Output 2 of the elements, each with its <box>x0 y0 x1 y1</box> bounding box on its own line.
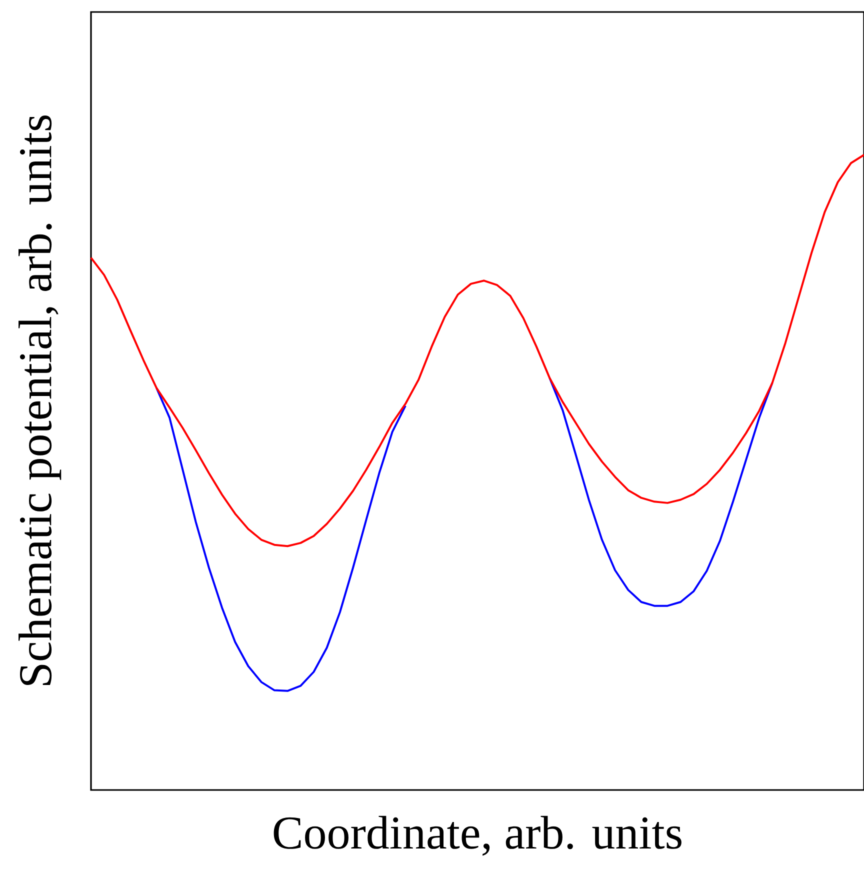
x-axis-title: Coordinate, arb. units <box>274 816 682 856</box>
y-axis-title: Schematic potential, arb. units <box>18 115 62 686</box>
